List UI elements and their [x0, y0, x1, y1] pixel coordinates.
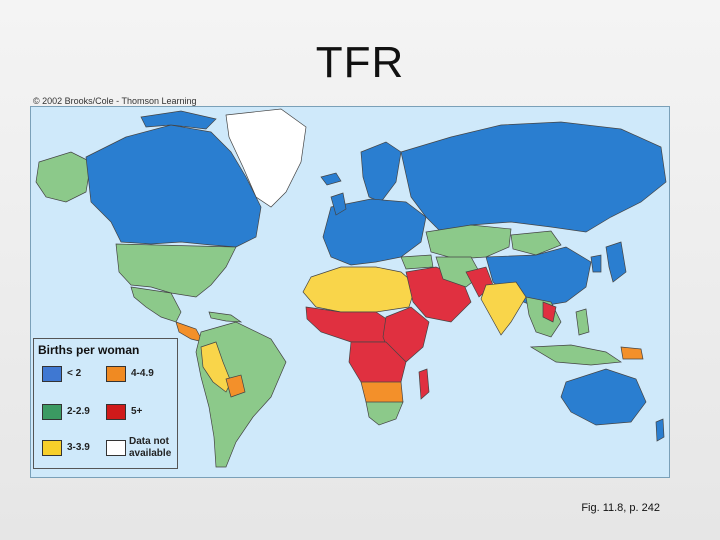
region-central-america — [175, 321, 204, 343]
region-alaska — [35, 151, 92, 203]
region-laos — [542, 301, 557, 323]
region-arctic-islands — [140, 110, 217, 130]
map-graphic — [35, 108, 667, 468]
region-korea — [590, 254, 602, 273]
region-mongolia — [510, 230, 562, 256]
region-japan — [605, 241, 627, 283]
legend-label-4-4-9: 4-4.9 — [131, 368, 154, 379]
figure-caption: Fig. 11.8, p. 242 — [581, 502, 660, 514]
legend-swatch-4-4-9 — [106, 366, 126, 382]
legend-label-2-2-9: 2-2.9 — [67, 406, 90, 417]
region-russia — [400, 121, 667, 233]
legend-swatch-3-3-9 — [42, 440, 62, 456]
slide-title: TFR — [315, 38, 405, 87]
legend-label-no-data: Data not available — [129, 436, 172, 459]
region-greenland — [225, 108, 307, 208]
region-madagascar — [418, 368, 430, 400]
region-north-africa — [302, 266, 417, 313]
region-new-zealand — [655, 418, 665, 442]
region-canada — [85, 124, 262, 248]
map-legend: Births per woman < 2 2-2.9 3-3.9 4-4.9 5… — [33, 338, 178, 469]
copyright-notice: © 2002 Brooks/Cole - Thomson Learning — [33, 96, 197, 106]
region-caribbean — [208, 311, 243, 323]
legend-swatch-2-2-9 — [42, 404, 62, 420]
region-philippines — [575, 308, 590, 336]
region-png — [620, 346, 644, 360]
region-india — [480, 281, 527, 336]
legend-title: Births per woman — [38, 343, 140, 357]
region-indonesia — [529, 344, 623, 366]
region-south-africa — [365, 401, 404, 426]
region-south-america — [195, 321, 287, 468]
legend-swatch-no-data — [106, 440, 126, 456]
region-scandinavia — [360, 141, 402, 203]
region-australia — [560, 368, 647, 426]
legend-label-5-plus: 5+ — [131, 406, 143, 417]
region-usa — [115, 243, 237, 298]
region-uk — [330, 192, 347, 216]
region-turkey — [400, 254, 434, 270]
region-west-africa — [305, 306, 392, 343]
region-bolivia — [225, 374, 246, 398]
region-iceland — [320, 172, 342, 186]
legend-label-3-3-9: 3-3.9 — [67, 442, 90, 453]
legend-swatch-5-plus — [106, 404, 126, 420]
region-east-africa — [382, 306, 430, 363]
region-central-asia — [425, 224, 512, 260]
legend-swatch-under-2 — [42, 366, 62, 382]
legend-label-under-2: < 2 — [67, 368, 82, 379]
region-mexico — [130, 286, 182, 323]
